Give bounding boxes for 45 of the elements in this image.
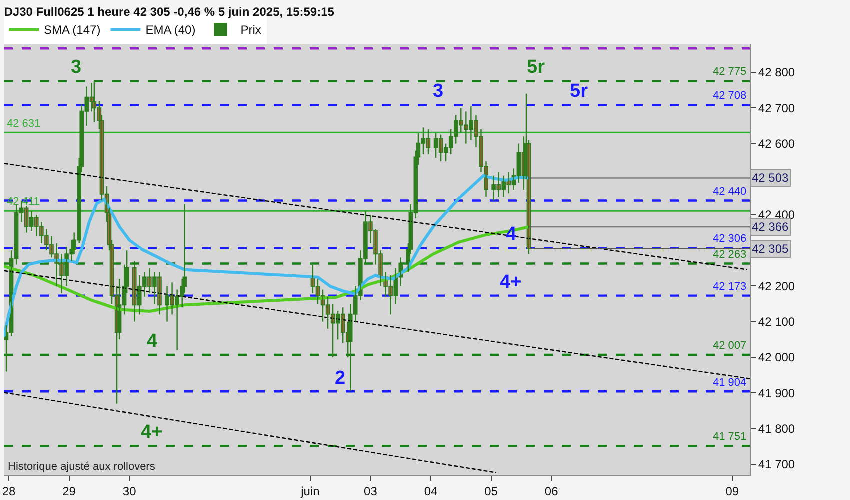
legend-label: SMA (147) <box>44 23 101 38</box>
x-tick-label: 04 <box>424 484 438 498</box>
y-tick-label: 41 800 <box>758 422 796 436</box>
x-tick-label: juin <box>300 484 320 498</box>
annotation: 42 305 <box>752 242 790 256</box>
annotation: 4+ <box>141 422 163 443</box>
ref-line-label: 42 631 <box>7 118 41 130</box>
ref-line-label: 41 751 <box>713 431 747 443</box>
annotation: 3 <box>433 81 444 102</box>
legend-label: EMA (40) <box>146 23 196 38</box>
y-tick-label: 42 000 <box>758 350 796 365</box>
annotation: 5r <box>570 81 589 102</box>
x-tick-label: 05 <box>484 484 498 498</box>
y-tick-label: 42 800 <box>758 66 796 80</box>
x-tick-label: 29 <box>62 484 76 498</box>
x-tick-label: 06 <box>544 484 559 498</box>
y-tick-label: 42 100 <box>758 315 796 330</box>
annotation: 5r <box>527 57 546 78</box>
ref-line-label: 42 263 <box>713 249 747 261</box>
ref-line-label: 42 440 <box>713 186 747 198</box>
x-tick-label: 30 <box>122 484 137 498</box>
y-tick-label: 41 700 <box>758 458 796 472</box>
annotation: 2 <box>335 368 346 389</box>
x-tick-label: 09 <box>726 484 740 498</box>
annotation: 3 <box>71 57 82 78</box>
x-tick-label: 03 <box>364 484 378 498</box>
ref-line-label: 42 007 <box>713 340 747 352</box>
y-tick-label: 42 700 <box>758 101 796 116</box>
ref-line-label: 41 904 <box>713 377 747 389</box>
annotation: Historique ajusté aux rollovers <box>8 461 156 473</box>
x-tick-label: 28 <box>2 484 16 498</box>
ref-line-label: 42 411 <box>7 196 40 208</box>
ref-line-label: 42 306 <box>713 233 747 245</box>
y-tick-label: 41 900 <box>758 386 796 400</box>
annotation: 42 503 <box>752 171 790 185</box>
annotation: 4+ <box>500 272 522 293</box>
annotation: 42 366 <box>752 220 790 234</box>
y-tick-label: 42 200 <box>758 279 796 294</box>
ref-line-label: 42 708 <box>713 90 747 102</box>
y-tick-label: 42 600 <box>758 136 796 151</box>
ref-line-label: 42 173 <box>713 281 747 293</box>
chart-title: DJ30 Full0625 1 heure 42 305 -0,46 % 5 juin 2025, 15:59:15 <box>4 4 335 19</box>
ref-line-label: 42 775 <box>713 66 747 78</box>
annotation: 4 <box>147 331 158 352</box>
legend-label: Prix <box>240 23 262 38</box>
